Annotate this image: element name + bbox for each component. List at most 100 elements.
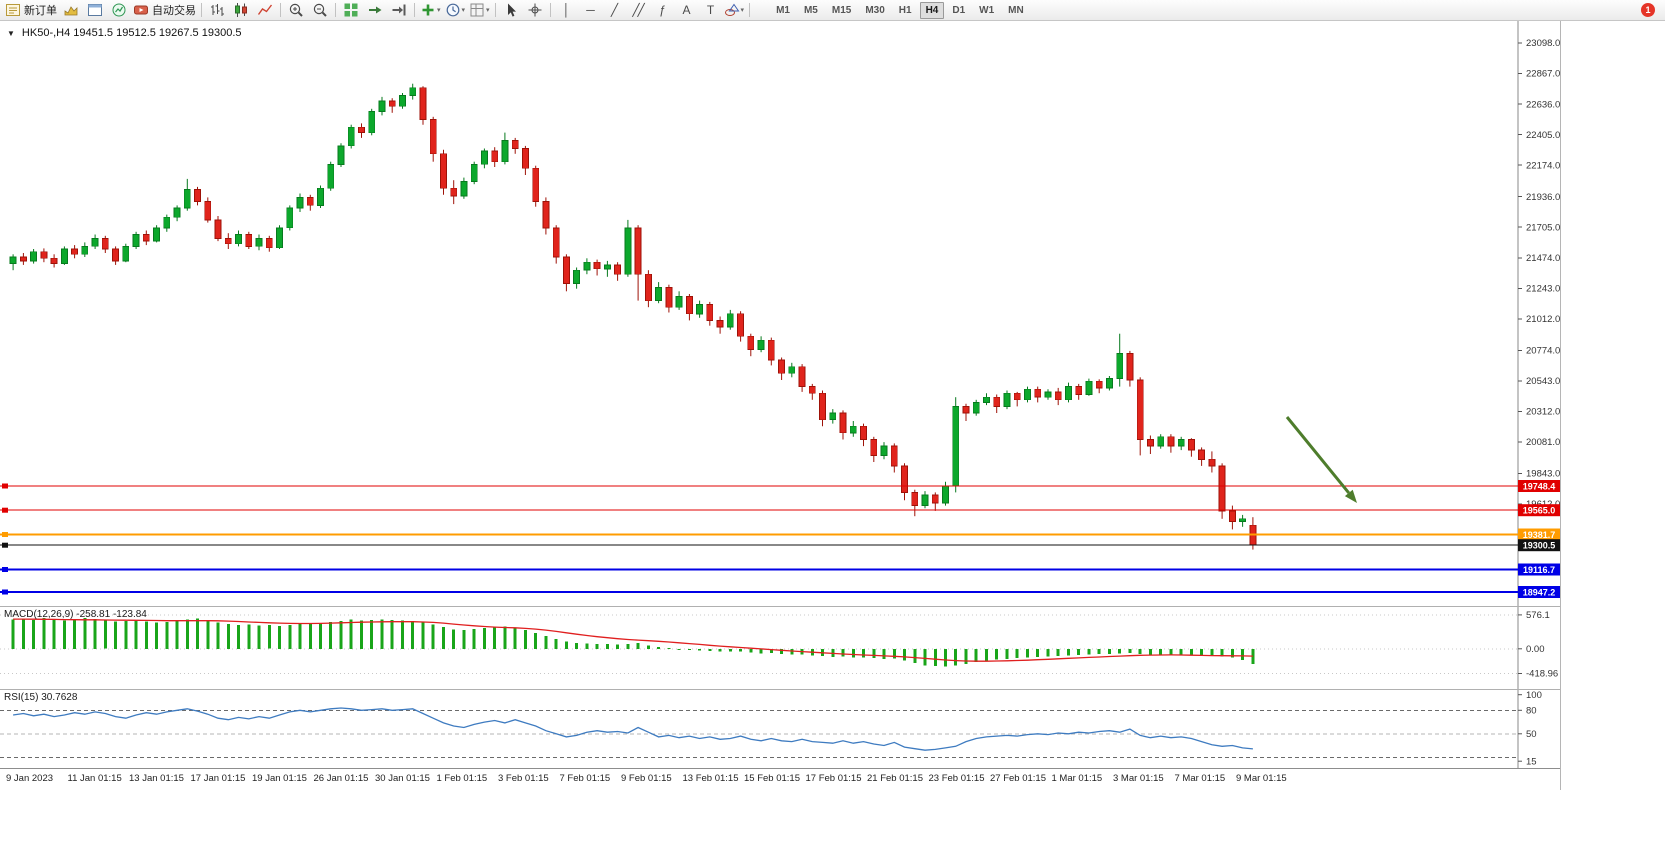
tile-windows-button[interactable] <box>339 1 363 20</box>
svg-text:21474.0: 21474.0 <box>1526 253 1560 264</box>
macd-histogram <box>11 617 1255 667</box>
auto-trading-button-label: 自动交易 <box>152 5 196 17</box>
price-axis[interactable]: 23098.0 22867.0 22636.0 22405.0 22174.0 21936… <box>1518 38 1560 510</box>
arrows-button[interactable]: ▾ <box>722 1 747 20</box>
current-price-line[interactable]: 19300.5 <box>0 539 1560 552</box>
time-axis-label: 30 Jan 01:15 <box>375 773 430 784</box>
time-axis-label: 3 Feb 01:15 <box>498 773 549 784</box>
macd-chart[interactable]: 576.1 0.00 -418.96 <box>0 607 1560 690</box>
timeframe-h1-button[interactable]: H1 <box>898 4 912 16</box>
bar-chart-button[interactable] <box>205 1 229 20</box>
tile-windows-icon <box>343 2 359 18</box>
label-button[interactable]: T <box>698 1 722 20</box>
timeframe-mn-button[interactable]: MN <box>1008 4 1024 16</box>
time-axis-label: 1 Feb 01:15 <box>436 773 488 784</box>
fibonacci-button[interactable]: ƒ <box>650 1 674 20</box>
timeframe-m5-button[interactable]: M5 <box>803 4 818 16</box>
time-axis-label: 7 Feb 01:15 <box>559 773 611 784</box>
text-button[interactable]: A <box>674 1 698 20</box>
timeframe-m1-button[interactable]: M1 <box>776 4 790 16</box>
line-chart-button[interactable] <box>253 1 277 20</box>
cursor-button[interactable] <box>499 1 523 20</box>
rsi-chart[interactable]: 100 80 50 15 <box>0 690 1560 769</box>
svg-text:18947.2: 18947.2 <box>1523 587 1556 597</box>
chevron-down-icon[interactable]: ▾ <box>740 7 745 14</box>
horizontal-level-line[interactable]: 18947.2 <box>0 586 1560 598</box>
time-axis-label: 1 Mar 01:15 <box>1051 773 1103 784</box>
chevron-down-icon[interactable]: ▾ <box>461 7 466 14</box>
trend-arrow-annotation[interactable] <box>1285 416 1357 503</box>
chart-shift-button[interactable] <box>387 1 411 20</box>
collapse-ohlc-toggle[interactable]: ▼ <box>7 28 15 38</box>
macd-signal-line <box>13 618 1253 662</box>
time-axis-label: 9 Jan 2023 <box>6 773 54 784</box>
time-axis-label: 3 Mar 01:15 <box>1113 773 1164 784</box>
horizontal-level-line[interactable]: 19381.7 <box>0 528 1560 541</box>
time-axis-label: 13 Feb 01:15 <box>682 773 739 784</box>
time-axis[interactable]: 9 Jan 2023 11 Jan 01:15 13 Jan 01:15 17 Jan… <box>0 768 1560 791</box>
vertical-line-button[interactable]: │ <box>554 1 578 20</box>
notification-badge[interactable]: 1 <box>1641 3 1655 17</box>
toolbar-separator <box>201 3 202 17</box>
candlestick-chart[interactable]: 23098.0 22867.0 22636.0 22405.0 22174.0 21936… <box>0 21 1560 606</box>
toolbar-separator <box>335 3 336 17</box>
chevron-down-icon[interactable]: ▾ <box>437 7 441 14</box>
clock-icon <box>445 2 461 18</box>
trendline-button[interactable]: ╱ <box>602 1 626 20</box>
svg-text:19843.0: 19843.0 <box>1526 469 1560 480</box>
svg-text:19748.4: 19748.4 <box>1523 481 1556 491</box>
candlestick-icon <box>233 2 249 18</box>
new-order-button[interactable]: 新订单 <box>3 1 59 20</box>
time-axis-label: 17 Jan 01:15 <box>190 773 246 784</box>
timeframe-d1-button[interactable]: D1 <box>952 4 966 16</box>
rsi-label: RSI(15) 30.7628 <box>4 692 78 703</box>
horizontal-level-line[interactable]: 19565.0 <box>0 504 1560 517</box>
svg-text:21243.0: 21243.0 <box>1526 284 1560 295</box>
svg-text:20543.0: 20543.0 <box>1526 376 1560 387</box>
channel-icon: ╱╱ <box>632 3 645 17</box>
rsi-line <box>13 707 1253 751</box>
add-indicator-button[interactable]: ▾ <box>418 1 443 20</box>
zoom-in-button[interactable] <box>284 1 308 20</box>
candlestick-chart-button[interactable] <box>229 1 253 20</box>
chart-window[interactable]: 23098.0 22867.0 22636.0 22405.0 22174.0 21936… <box>0 21 1561 791</box>
new-order-icon <box>5 2 21 18</box>
timeframe-h4-button[interactable]: H4 <box>919 1 945 19</box>
cursor-icon <box>503 2 519 18</box>
symbol-bar: ▼ HK50-,H4 19451.5 19512.5 19267.5 19300… <box>7 27 242 39</box>
channel-button[interactable]: ╱╱ <box>626 1 650 20</box>
macd-panel[interactable]: 576.1 0.00 -418.96 MACD(12,26,9) -258.81 -… <box>0 606 1560 690</box>
data-window-button[interactable] <box>83 1 107 20</box>
profiles-button[interactable] <box>59 1 83 20</box>
horizontal-level-line[interactable]: 19116.7 <box>0 563 1560 576</box>
chevron-down-icon[interactable]: ▾ <box>486 7 490 14</box>
auto-scroll-icon <box>367 2 383 18</box>
rsi-panel[interactable]: 100 80 50 15 RSI(15) 30.7628 <box>0 689 1560 769</box>
timeframe-m30-button[interactable]: M30 <box>865 4 885 16</box>
indicator-list-button[interactable] <box>107 1 131 20</box>
svg-text:15: 15 <box>1526 756 1537 767</box>
vertical-line-icon: │ <box>562 3 570 17</box>
svg-text:20081.0: 20081.0 <box>1526 437 1560 448</box>
main-chart-panel[interactable]: 23098.0 22867.0 22636.0 22405.0 22174.0 21936… <box>0 21 1560 606</box>
horizontal-line-button[interactable]: ─ <box>578 1 602 20</box>
auto-scroll-button[interactable] <box>363 1 387 20</box>
label-icon: T <box>706 3 714 17</box>
crosshair-icon <box>527 2 543 18</box>
timeframe-w1-button[interactable]: W1 <box>979 4 995 16</box>
auto-trading-button[interactable]: 自动交易 <box>131 1 198 20</box>
timeframe-m15-button[interactable]: M15 <box>831 4 852 16</box>
indicators-icon <box>111 2 127 18</box>
time-axis-label: 23 Feb 01:15 <box>928 773 985 784</box>
periods-button[interactable]: ▾ <box>443 1 468 20</box>
crosshair-button[interactable] <box>523 1 547 20</box>
time-axis-label: 7 Mar 01:15 <box>1174 773 1226 784</box>
time-axis-label: 13 Jan 01:15 <box>129 773 184 784</box>
zoom-in-icon <box>288 2 304 18</box>
toolbar-spacer <box>753 10 769 11</box>
zoom-out-button[interactable] <box>308 1 332 20</box>
time-axis-label: 9 Mar 01:15 <box>1236 773 1287 784</box>
toolbar: 新订单 自动交易 ▾ ▾ ▾ │ ─ ╱ ╱╱ ƒ A T ▾ M1 M5 M15 M30 H1 H4 D1 W1 MN <box>0 0 1665 21</box>
templates-button[interactable]: ▾ <box>467 1 492 20</box>
horizontal-level-line[interactable]: 19748.4 <box>0 480 1560 492</box>
